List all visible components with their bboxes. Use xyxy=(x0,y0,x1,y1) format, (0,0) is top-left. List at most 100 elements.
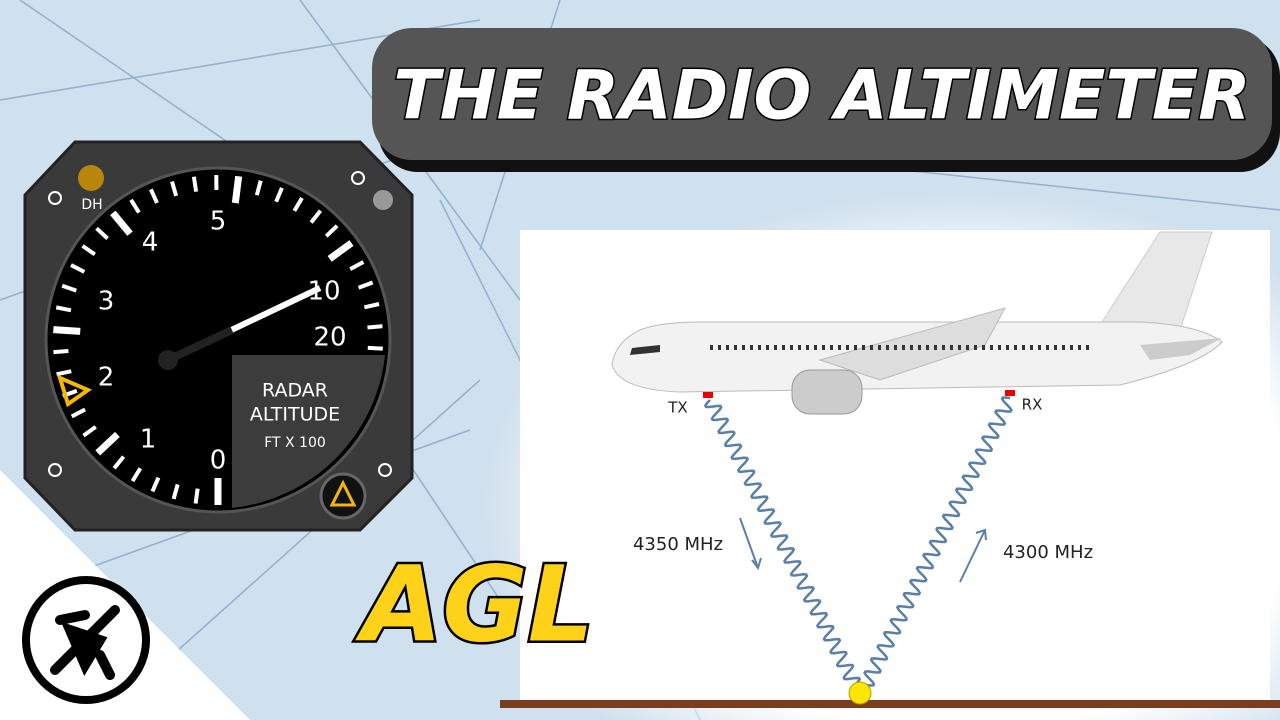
window xyxy=(1030,345,1033,350)
window xyxy=(878,345,881,350)
agl-badge: AGL xyxy=(355,543,594,665)
window xyxy=(854,345,857,350)
dial-tick xyxy=(191,176,199,192)
dial-tick xyxy=(170,180,179,197)
window xyxy=(886,345,889,350)
scale-label: 4 xyxy=(142,228,159,258)
screw xyxy=(48,191,62,205)
up-arrow xyxy=(959,528,987,583)
dial-tick xyxy=(349,260,365,271)
window xyxy=(910,345,913,350)
rx-antenna xyxy=(1005,390,1015,396)
dial-tick xyxy=(70,407,86,419)
dh-lamp xyxy=(78,165,104,191)
window xyxy=(1078,345,1081,350)
needle-hub xyxy=(158,350,178,370)
ground xyxy=(500,700,1280,708)
rx-label: RX xyxy=(1022,396,1043,414)
window xyxy=(750,345,753,350)
dial-tick xyxy=(367,324,383,330)
dh-label: DH xyxy=(81,197,102,213)
screw xyxy=(373,190,393,210)
dial-tick xyxy=(309,209,323,224)
window xyxy=(1070,345,1073,350)
window xyxy=(710,345,713,350)
window xyxy=(974,345,977,350)
dial-tick xyxy=(81,244,96,257)
signal-up xyxy=(863,396,1013,687)
window xyxy=(822,345,825,350)
window xyxy=(1086,345,1089,350)
dial-tick xyxy=(171,483,180,500)
dial-tick xyxy=(95,226,109,240)
screw xyxy=(48,463,62,477)
stabilizer xyxy=(1140,338,1222,360)
window xyxy=(1014,345,1017,350)
window xyxy=(1046,345,1049,350)
dial-tick xyxy=(254,180,263,196)
window xyxy=(950,345,953,350)
screw xyxy=(378,463,392,477)
window xyxy=(718,345,721,350)
dial-tick xyxy=(274,187,284,203)
dial-tick xyxy=(129,198,141,214)
scale-label: 2 xyxy=(98,363,115,393)
tx-antenna xyxy=(703,392,713,398)
window xyxy=(894,345,897,350)
window xyxy=(902,345,905,350)
title-bar xyxy=(372,28,1272,160)
window xyxy=(982,345,985,350)
window xyxy=(966,345,969,350)
down-frequency: 4350 MHz xyxy=(633,534,723,555)
dial-tick xyxy=(53,326,81,335)
engine xyxy=(791,369,863,415)
window xyxy=(806,345,809,350)
scale-label: 0 xyxy=(210,446,227,476)
window xyxy=(758,345,761,350)
window xyxy=(782,345,785,350)
window xyxy=(942,345,945,350)
window xyxy=(774,345,777,350)
dial-tick xyxy=(82,425,97,438)
window xyxy=(990,345,993,350)
window xyxy=(958,345,961,350)
window xyxy=(790,345,793,350)
window xyxy=(934,345,937,350)
dial-tick xyxy=(53,348,69,355)
dial-tick xyxy=(149,188,159,204)
needle-hub-arm xyxy=(166,326,234,364)
title: THE RADIO ALTIMETER xyxy=(393,57,1250,136)
scale-label: 5 xyxy=(210,207,227,237)
window xyxy=(1054,345,1057,350)
reflection-point xyxy=(848,681,872,705)
dial-tick xyxy=(367,345,383,351)
window xyxy=(926,345,929,350)
dh-bug xyxy=(56,374,93,408)
window xyxy=(862,345,865,350)
window xyxy=(798,345,801,350)
tx-label: TX xyxy=(667,399,687,417)
dial-tick xyxy=(56,369,72,377)
scale-label: 3 xyxy=(98,287,115,317)
caption: FT X 100 xyxy=(264,435,326,451)
dial-tick xyxy=(327,240,354,262)
scale-label: 1 xyxy=(140,425,157,455)
window xyxy=(846,345,849,350)
window xyxy=(734,345,737,350)
window xyxy=(1006,345,1009,350)
screw xyxy=(351,171,365,185)
window xyxy=(830,345,833,350)
dial-tick xyxy=(55,305,72,313)
caption: RADAR xyxy=(262,380,328,402)
window xyxy=(1022,345,1025,350)
window xyxy=(918,345,921,350)
dh-knob xyxy=(319,472,367,520)
cockpit xyxy=(630,345,660,355)
airplane xyxy=(611,231,1223,415)
window xyxy=(870,345,873,350)
logo-plane xyxy=(50,605,120,680)
window xyxy=(1038,345,1041,350)
dial-tick xyxy=(292,196,304,212)
